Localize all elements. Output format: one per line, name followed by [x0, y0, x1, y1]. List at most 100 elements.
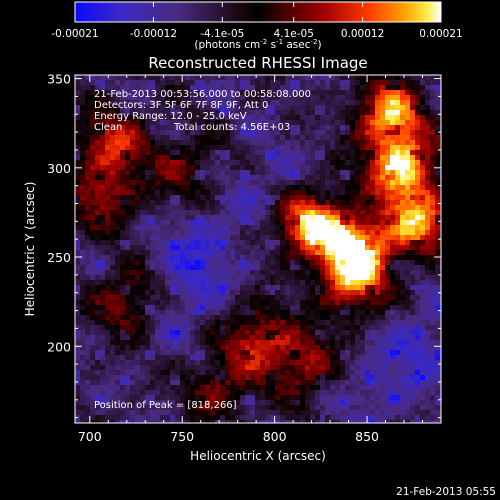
heatmap-cell [110, 125, 115, 130]
heatmap-cell [435, 355, 440, 360]
heatmap-cell [180, 235, 185, 240]
heatmap-cell [105, 200, 110, 205]
heatmap-cell [150, 235, 155, 240]
heatmap-cell [435, 270, 440, 275]
heatmap-cell [360, 240, 365, 245]
heatmap-cell [115, 245, 120, 250]
heatmap-cell [280, 95, 285, 100]
heatmap-cell [330, 220, 335, 225]
heatmap-cell [265, 240, 270, 245]
heatmap-cell [160, 185, 165, 190]
heatmap-cell [340, 330, 345, 335]
heatmap-cell [125, 310, 130, 315]
heatmap-cell [195, 85, 200, 90]
heatmap-cell [350, 215, 355, 220]
heatmap-cell [270, 290, 275, 295]
heatmap-cell [270, 355, 275, 360]
heatmap-cell [160, 325, 165, 330]
heatmap-cell [180, 175, 185, 180]
heatmap-cell [295, 280, 300, 285]
heatmap-cell [130, 100, 135, 105]
heatmap-cell [415, 375, 420, 380]
heatmap-cell [280, 270, 285, 275]
heatmap-cell [325, 75, 330, 80]
heatmap-cell [95, 185, 100, 190]
heatmap-cell [190, 125, 195, 130]
heatmap-cell [95, 290, 100, 295]
heatmap-cell [105, 405, 110, 410]
heatmap-cell [225, 295, 230, 300]
heatmap-cell [415, 265, 420, 270]
heatmap-cell [325, 120, 330, 125]
heatmap-cell [310, 185, 315, 190]
heatmap-cell [315, 130, 320, 135]
heatmap-cell [150, 265, 155, 270]
heatmap-cell [150, 155, 155, 160]
heatmap-cell [380, 275, 385, 280]
heatmap-cell [175, 370, 180, 375]
heatmap-cell [155, 245, 160, 250]
heatmap-cell [145, 315, 150, 320]
heatmap-cell [325, 400, 330, 405]
heatmap-cell [280, 355, 285, 360]
heatmap-cell [395, 305, 400, 310]
heatmap-cell [325, 305, 330, 310]
heatmap-cell [430, 290, 435, 295]
heatmap-cell [85, 270, 90, 275]
heatmap-cell [165, 255, 170, 260]
heatmap-cell [165, 350, 170, 355]
heatmap-cell [380, 110, 385, 115]
heatmap-cell [165, 330, 170, 335]
heatmap-cell [215, 325, 220, 330]
heatmap-cell [140, 170, 145, 175]
heatmap-cell [280, 285, 285, 290]
heatmap-cell [185, 270, 190, 275]
heatmap-cell [370, 165, 375, 170]
heatmap-cell [200, 175, 205, 180]
heatmap-cell [245, 380, 250, 385]
heatmap-cell [195, 310, 200, 315]
heatmap-cell [430, 315, 435, 320]
heatmap-cell [120, 225, 125, 230]
heatmap-cell [295, 405, 300, 410]
heatmap-cell [85, 250, 90, 255]
heatmap-cell [295, 290, 300, 295]
heatmap-cell [220, 375, 225, 380]
heatmap-cell [85, 195, 90, 200]
heatmap-cell [110, 80, 115, 85]
heatmap-cell [260, 300, 265, 305]
heatmap-cell [385, 300, 390, 305]
heatmap-cell [100, 230, 105, 235]
heatmap-cell [360, 265, 365, 270]
heatmap-cell [115, 325, 120, 330]
heatmap-cell [75, 185, 80, 190]
heatmap-cell [155, 285, 160, 290]
heatmap-cell [245, 85, 250, 90]
heatmap-cell [265, 175, 270, 180]
heatmap-cell [230, 235, 235, 240]
heatmap-cell [330, 320, 335, 325]
heatmap-cell [420, 350, 425, 355]
heatmap-cell [285, 225, 290, 230]
heatmap-cell [405, 315, 410, 320]
heatmap-cell [75, 280, 80, 285]
heatmap-cell [80, 225, 85, 230]
heatmap-cell [240, 400, 245, 405]
heatmap-cell [185, 360, 190, 365]
heatmap-cell [140, 195, 145, 200]
heatmap-cell [85, 315, 90, 320]
heatmap-cell [225, 150, 230, 155]
heatmap-cell [310, 280, 315, 285]
heatmap-cell [385, 110, 390, 115]
heatmap-cell [150, 125, 155, 130]
heatmap-cell [305, 335, 310, 340]
heatmap-cell [275, 220, 280, 225]
heatmap-cell [150, 220, 155, 225]
heatmap-cell [385, 275, 390, 280]
heatmap-cell [220, 365, 225, 370]
heatmap-cell [310, 75, 315, 80]
heatmap-cell [255, 230, 260, 235]
heatmap-cell [260, 80, 265, 85]
heatmap-cell [160, 230, 165, 235]
heatmap-cell [210, 250, 215, 255]
